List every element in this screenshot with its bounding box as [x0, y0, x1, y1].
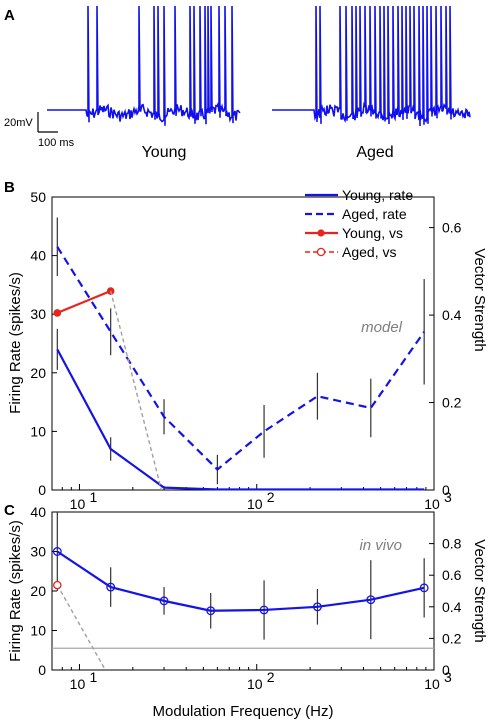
- y-tick-label: 30: [30, 306, 46, 322]
- data-point: [259, 605, 269, 615]
- legend-label-young-rate: Young, rate: [342, 187, 413, 203]
- data-point: [312, 602, 322, 612]
- y-tick-label: 0: [38, 482, 46, 498]
- y-tick-label: 40: [30, 248, 46, 264]
- data-point: [53, 580, 62, 590]
- panel-b-y2-ticks: 0 0.2 0.4 0.6: [429, 220, 462, 498]
- y-tick-label: 30: [30, 544, 46, 560]
- data-point: [106, 582, 116, 592]
- legend-label-aged-rate: Aged, rate: [342, 206, 407, 222]
- data-point: [159, 596, 169, 606]
- x-tick-exponent: 3: [444, 669, 452, 685]
- panel-c-y2-ticks: 0 0.2 0.4 0.6 0.8: [429, 536, 462, 678]
- series-line: [56, 348, 425, 491]
- panel-c-letter: C: [4, 502, 15, 519]
- aged-voltage-trace: [272, 5, 471, 126]
- panel-c-data: [52, 512, 434, 671]
- scale-bar: 20mV 100 ms: [4, 112, 75, 149]
- panel-a: A 20mV 100 ms Young Aged: [4, 5, 471, 161]
- x-tick-label: 10: [424, 496, 440, 512]
- data-point: [366, 595, 376, 605]
- vs-dropoff-line: [109, 290, 163, 491]
- panel-b-letter: B: [4, 179, 15, 196]
- panel-c-y-axis-label: Firing Rate (spikes/s): [7, 520, 24, 662]
- panel-c-x-ticks: 10 1 10 2 10 3: [51, 664, 452, 692]
- y2-tick-label: 0.4: [442, 307, 462, 323]
- panel-c-y2-axis-label: Vector Strength: [471, 539, 488, 642]
- panel-b-y-ticks: 0 10 20 30 40 50: [30, 189, 57, 498]
- data-point: [52, 547, 62, 556]
- y2-tick-label: 0.8: [442, 536, 462, 552]
- legend-label-young-vs: Young, vs: [342, 225, 403, 241]
- x-tick-exponent: 3: [444, 489, 452, 505]
- series-line: [56, 246, 426, 471]
- x-tick-label: 10: [424, 676, 440, 692]
- y-tick-label: 50: [30, 189, 46, 205]
- x-tick-label: 10: [70, 496, 86, 512]
- panel-b-data: [53, 217, 426, 491]
- panel-b-y-axis-label: Firing Rate (spikes/s): [7, 272, 24, 414]
- x-tick-label: 10: [247, 676, 263, 692]
- panel-c-x-axis-label: Modulation Frequency (Hz): [153, 703, 334, 720]
- series-line: [56, 584, 106, 671]
- young-voltage-trace: [47, 5, 241, 126]
- y2-tick-label: 0: [442, 482, 450, 498]
- young-trace-label: Young: [142, 144, 187, 161]
- y2-tick-label: 0.4: [442, 599, 462, 615]
- y-tick-label: 10: [30, 423, 46, 439]
- scale-bar-voltage-label: 20mV: [4, 117, 33, 129]
- x-tick-exponent: 1: [89, 669, 97, 685]
- y2-tick-label: 0.2: [442, 630, 462, 646]
- y2-tick-label: 0.2: [442, 395, 462, 411]
- panel-c-y-ticks: 0 10 20 30 40: [30, 504, 57, 678]
- x-tick-exponent: 2: [267, 669, 275, 685]
- series-line: [56, 550, 425, 612]
- y-tick-label: 20: [30, 365, 46, 381]
- legend-label-aged-vs: Aged, vs: [342, 244, 396, 260]
- panel-c-annotation: in vivo: [359, 537, 402, 554]
- x-tick-exponent: 2: [267, 489, 275, 505]
- x-tick-label: 10: [70, 676, 86, 692]
- panel-a-letter: A: [4, 7, 15, 24]
- aged-trace-label: Aged: [356, 144, 393, 161]
- data-point: [206, 606, 216, 616]
- y2-tick-label: 0.6: [442, 220, 462, 236]
- x-tick-exponent: 1: [89, 489, 97, 505]
- y2-tick-label: 0: [442, 662, 450, 678]
- data-point: [53, 309, 62, 317]
- y2-tick-label: 0.6: [442, 567, 462, 583]
- y-tick-label: 0: [38, 662, 46, 678]
- panel-b-annotation: model: [361, 319, 403, 336]
- panel-b-legend: Young, rate Aged, rate Young, vs Aged, v…: [305, 187, 413, 260]
- scale-bar-time-label: 100 ms: [38, 137, 75, 149]
- data-point: [419, 583, 429, 593]
- legend-marker-young-vs: [317, 229, 325, 237]
- y-tick-label: 40: [30, 504, 46, 520]
- panel-b-y2-axis-label: Vector Strength: [471, 248, 488, 351]
- legend-marker-aged-vs: [316, 247, 326, 257]
- x-tick-label: 10: [247, 496, 263, 512]
- panel-b-x-ticks: 10 1 10 2 10 3: [51, 484, 452, 512]
- y-tick-label: 20: [30, 583, 46, 599]
- series-line: [56, 290, 112, 314]
- y-tick-label: 10: [30, 623, 46, 639]
